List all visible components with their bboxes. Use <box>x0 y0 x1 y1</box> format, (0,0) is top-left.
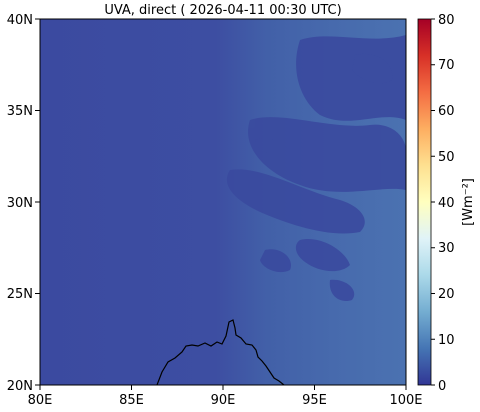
colorbar: 0 10 20 30 40 50 60 70 80 [Wm⁻²] <box>417 13 476 394</box>
colorbar-tick-label: 70 <box>438 58 455 73</box>
lat-axis: 20N 25N 30N 35N 40N <box>7 13 40 394</box>
colorbar-tick-label: 30 <box>438 241 455 256</box>
plot-title: UVA, direct ( 2026-04-11 00:30 UTC) <box>104 3 341 18</box>
lat-tick-label: 20N <box>7 379 33 394</box>
lon-tick-label: 80E <box>28 393 53 408</box>
lat-tick-label: 30N <box>7 196 33 211</box>
colorbar-tick-label: 80 <box>438 13 455 28</box>
lat-tick-label: 40N <box>7 13 33 28</box>
colorbar-tick-label: 60 <box>438 104 455 119</box>
lat-tick-label: 35N <box>7 104 33 119</box>
colorbar-tick-label: 20 <box>438 287 455 302</box>
colorbar-tick-label: 0 <box>438 379 446 394</box>
colorbar-gradient <box>417 18 432 386</box>
coastline <box>156 319 285 385</box>
lon-axis: 80E 85E 90E 95E 100E <box>28 385 423 408</box>
lon-tick-label: 100E <box>389 393 422 408</box>
colorbar-label: [Wm⁻²] <box>461 178 476 226</box>
map-area <box>40 19 406 385</box>
colorbar-tick-label: 50 <box>438 150 455 165</box>
lon-tick-label: 85E <box>119 393 144 408</box>
colorbar-tick-label: 40 <box>438 196 455 211</box>
lon-tick-label: 95E <box>302 393 327 408</box>
colorbar-tick-label: 10 <box>438 333 455 348</box>
lat-tick-label: 25N <box>7 287 33 302</box>
cloud-patches <box>226 35 406 302</box>
lon-tick-label: 90E <box>211 393 236 408</box>
